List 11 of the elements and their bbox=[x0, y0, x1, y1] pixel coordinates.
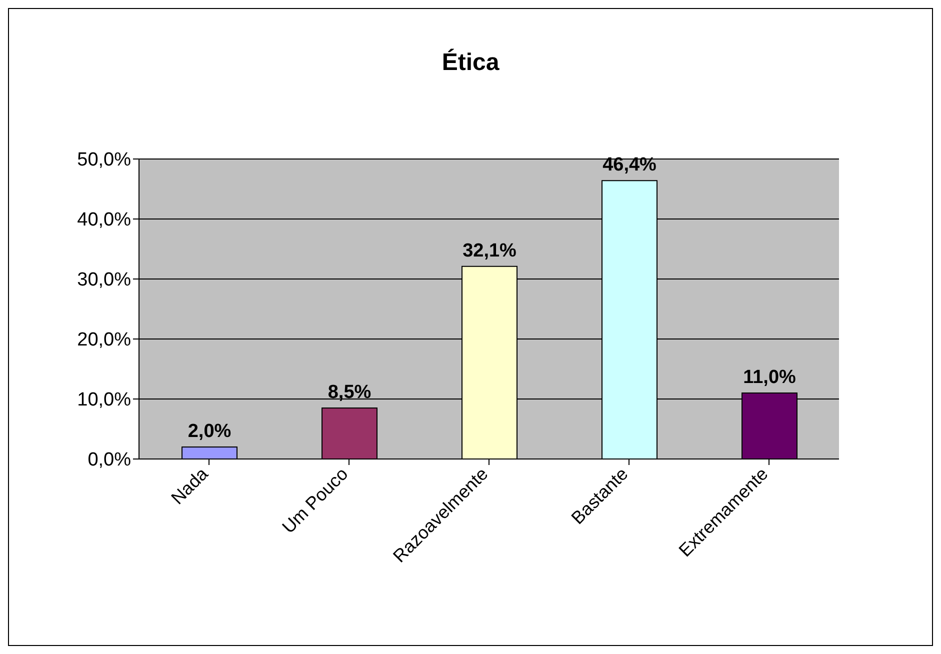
y-tick-label: 10,0% bbox=[77, 390, 132, 411]
y-tick-label: 40,0% bbox=[77, 210, 132, 231]
data-label: 8,5% bbox=[328, 382, 372, 403]
y-tick-label: 50,0% bbox=[77, 150, 132, 171]
data-label: 32,1% bbox=[462, 240, 517, 262]
y-tick-label: 20,0% bbox=[77, 330, 132, 351]
data-label: 11,0% bbox=[743, 367, 796, 388]
data-label: 2,0% bbox=[188, 421, 232, 442]
y-tick-label: 30,0% bbox=[77, 270, 132, 291]
y-tick-label: 0,0% bbox=[88, 450, 132, 471]
chart-title: Ética bbox=[440, 49, 500, 78]
